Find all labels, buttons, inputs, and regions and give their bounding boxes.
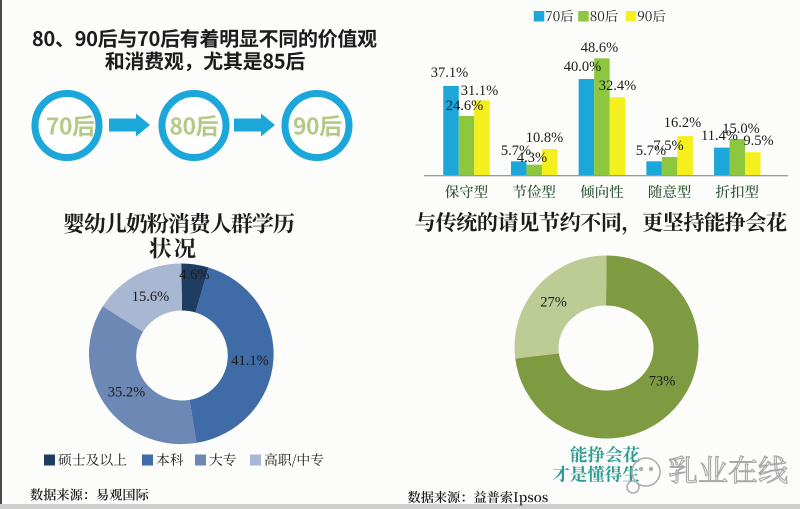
svg-text:15.6%: 15.6%: [132, 289, 169, 305]
svg-text:5.7%: 5.7%: [501, 143, 531, 159]
svg-text:4.3%: 4.3%: [517, 150, 547, 166]
svg-text:5.7%: 5.7%: [636, 143, 666, 159]
svg-text:27%: 27%: [540, 295, 567, 311]
svg-text:31.1%: 31.1%: [461, 83, 498, 99]
svg-text:9.5%: 9.5%: [743, 133, 773, 149]
svg-text:40.0%: 40.0%: [564, 59, 601, 75]
svg-text:24.6%: 24.6%: [446, 98, 483, 114]
svg-text:4.6%: 4.6%: [179, 267, 209, 283]
svg-text:16.2%: 16.2%: [664, 115, 701, 131]
svg-text:32.4%: 32.4%: [599, 78, 636, 94]
svg-text:15.0%: 15.0%: [722, 121, 759, 137]
svg-text:11.4%: 11.4%: [701, 128, 738, 144]
svg-text:48.6%: 48.6%: [581, 40, 618, 56]
svg-text:7.5%: 7.5%: [653, 138, 683, 154]
svg-text:10.8%: 10.8%: [526, 130, 563, 146]
svg-text:37.1%: 37.1%: [431, 65, 468, 81]
svg-text:35.2%: 35.2%: [108, 385, 145, 401]
svg-text:73%: 73%: [649, 374, 676, 390]
svg-text:41.1%: 41.1%: [231, 353, 268, 369]
